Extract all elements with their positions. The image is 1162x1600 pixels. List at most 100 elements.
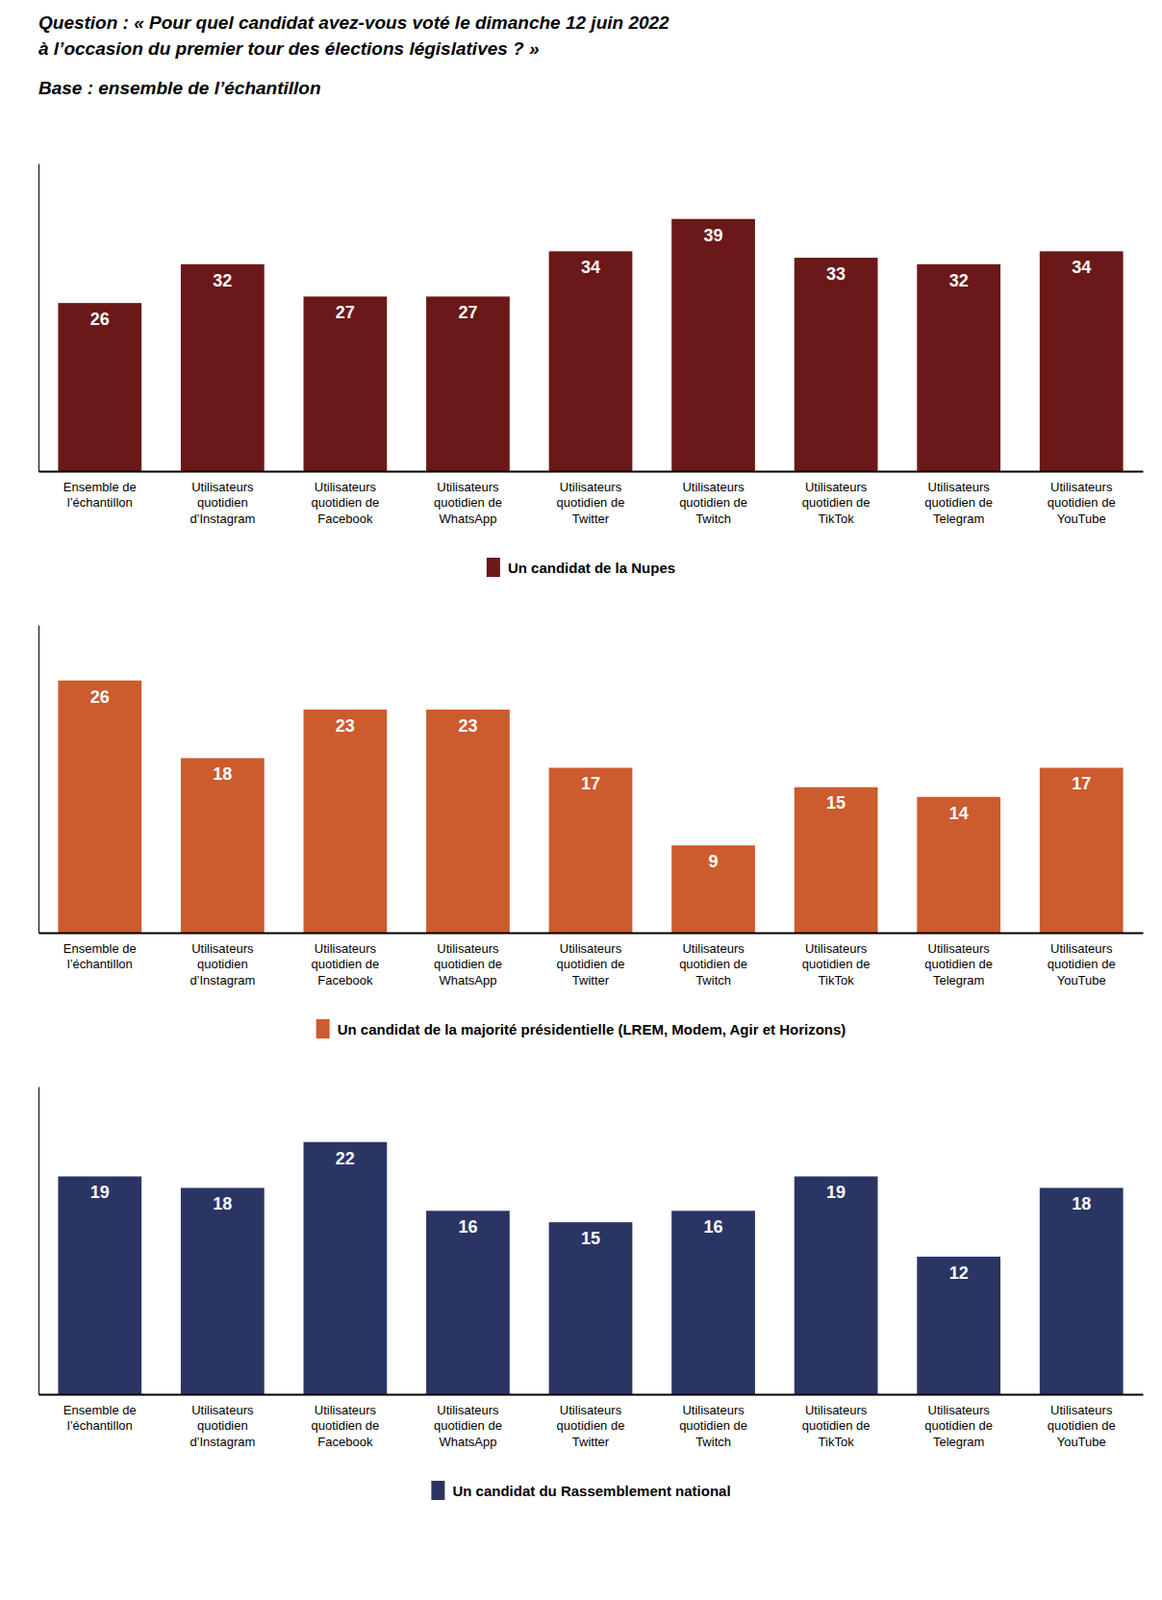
x-tick-label: Utilisateursquotidien deWhatsApp	[433, 479, 503, 526]
bar	[426, 296, 510, 472]
x-tick-label: Utilisateursquotidien deTikTok	[802, 941, 871, 988]
bar	[57, 303, 142, 472]
y-axis	[38, 626, 40, 935]
data-label: 18	[1071, 1194, 1091, 1214]
x-tick-label: Utilisateursquotidien deTelegram	[924, 479, 993, 526]
x-tick: Utilisateursquotidien deTwitch	[679, 933, 748, 988]
bar-chart: 26182323179151417Ensemble del’échantillo…	[39, 626, 1144, 1040]
bar	[549, 251, 633, 472]
bars	[57, 681, 1123, 934]
x-tick: Utilisateursquotidien deTwitter	[556, 1394, 626, 1450]
x-tick: Utilisateursquotidien deYouTube	[1047, 1394, 1116, 1450]
x-tick: Utilisateursquotidien deWhatsApp	[433, 471, 503, 527]
x-tick: Utilisateursquotidien deYouTube	[1047, 933, 1116, 988]
x-tick: Utilisateursquotidien deTwitch	[679, 1394, 748, 1450]
bar	[180, 1187, 265, 1395]
x-tick-label: Utilisateursquotidien deWhatsApp	[433, 1403, 503, 1450]
x-tick-label: Ensemble del’échantillon	[63, 479, 137, 510]
data-label: 15	[826, 793, 846, 813]
data-label: 19	[90, 1183, 110, 1203]
data-labels: 191822161516191218	[90, 1149, 1091, 1284]
legend-item: Un candidat du Rassemblement national	[430, 1481, 731, 1501]
x-tick-label: Utilisateursquotidien deYouTube	[1047, 1403, 1116, 1450]
legend: Un candidat du Rassemblement national	[430, 1481, 731, 1501]
legend-swatch	[316, 1019, 330, 1039]
x-tick-label: Utilisateursquotidien deTelegram	[924, 941, 993, 988]
x-tick-label: Utilisateursquotidien deTwitch	[679, 941, 748, 988]
x-tick: Utilisateursquotidiend’Instagram	[189, 933, 255, 988]
bar	[671, 845, 756, 934]
x-axis-line	[39, 471, 1144, 474]
data-label: 17	[581, 774, 601, 794]
data-label: 18	[212, 1194, 232, 1214]
legend-swatch	[430, 1481, 445, 1501]
legend-swatch	[486, 557, 501, 578]
y-axis	[38, 1087, 40, 1396]
data-label: 27	[457, 303, 478, 323]
data-label: 26	[90, 687, 110, 708]
x-tick-label: Utilisateursquotidiend’Instagram	[189, 479, 255, 526]
data-label: 32	[949, 271, 969, 291]
x-tick-label: Utilisateursquotidien deTwitter	[556, 479, 626, 526]
bar	[57, 1176, 142, 1395]
title: Question : « Pour quel candidat avez-vou…	[38, 12, 670, 59]
data-label: 34	[1071, 257, 1091, 278]
bar-chart: 263227273439333234Ensemble del’échantill…	[39, 164, 1144, 579]
x-axis: Ensemble del’échantillon Utilisateursquot…	[39, 933, 1144, 988]
x-tick-label: Utilisateursquotidien deTikTok	[802, 479, 871, 526]
x-tick: Utilisateursquotidien deTwitter	[556, 933, 626, 988]
x-tick: Ensemble del’échantillon	[63, 933, 137, 972]
x-tick-label: Utilisateursquotidien deTwitch	[679, 1403, 748, 1450]
y-axis	[38, 164, 40, 473]
chart-canvas: Question : « Pour quel candidat avez-vou…	[0, 0, 1162, 1600]
x-axis: Ensemble del’échantillon Utilisateursquot…	[39, 471, 1144, 527]
data-label: 18	[212, 764, 232, 784]
data-label: 27	[335, 303, 355, 323]
legend: Un candidat de la Nupes	[486, 557, 676, 578]
x-tick-label: Ensemble del’échantillon	[63, 1403, 137, 1434]
y-axis-line	[38, 164, 40, 473]
x-tick: Ensemble del’échantillon	[63, 471, 137, 510]
x-tick-label: Utilisateursquotidien deFacebook	[310, 479, 379, 526]
data-label: 23	[335, 716, 355, 736]
x-tick: Utilisateursquotidien deFacebook	[310, 933, 379, 988]
x-tick-label: Utilisateursquotidien deTikTok	[802, 1403, 871, 1450]
x-tick: Utilisateursquotidien deFacebook	[310, 471, 379, 527]
data-labels: 263227273439333234	[90, 226, 1091, 329]
data-label: 12	[949, 1263, 969, 1284]
data-label: 16	[704, 1217, 724, 1238]
data-label: 26	[90, 309, 110, 329]
x-tick-label: Utilisateursquotidien deTwitter	[556, 1403, 626, 1450]
x-tick: Utilisateursquotidien deTikTok	[802, 933, 871, 988]
x-tick: Utilisateursquotidien deTikTok	[802, 1394, 871, 1450]
data-label: 16	[457, 1217, 478, 1238]
bar	[303, 296, 388, 472]
x-tick: Utilisateursquotidiend’Instagram	[189, 471, 255, 527]
subtitle: Base : ensemble de l’échantillon	[38, 77, 322, 99]
x-tick: Ensemble del’échantillon	[63, 1394, 137, 1434]
x-axis-line	[39, 933, 1144, 935]
data-label: 9	[708, 852, 719, 872]
data-label: 32	[212, 271, 232, 291]
x-tick: Utilisateursquotidien deTwitter	[556, 471, 626, 527]
legend-label: Un candidat de la majorité présidentiell…	[337, 1021, 847, 1038]
x-tick: Utilisateursquotidien deTwitch	[679, 471, 748, 527]
bar	[57, 681, 142, 934]
data-label: 39	[704, 226, 724, 246]
bar	[794, 257, 879, 472]
data-label: 14	[949, 804, 969, 824]
bar	[180, 757, 265, 934]
x-tick-label: Utilisateursquotidien deFacebook	[310, 941, 379, 988]
x-tick-label: Ensemble del’échantillon	[63, 941, 137, 972]
data-label: 33	[826, 264, 846, 284]
header: Question : « Pour quel candidat avez-vou…	[38, 12, 670, 99]
x-tick-label: Utilisateursquotidien deTwitch	[679, 479, 748, 526]
bar	[303, 1142, 388, 1395]
bar	[426, 1211, 510, 1395]
bar	[916, 1257, 1001, 1395]
x-tick: Utilisateursquotidien deTikTok	[802, 471, 871, 527]
x-tick: Utilisateursquotidiend’Instagram	[189, 1394, 255, 1450]
bar	[916, 264, 1001, 472]
x-tick-label: Utilisateursquotidien deYouTube	[1047, 479, 1116, 526]
x-tick: Utilisateursquotidien deTelegram	[924, 1394, 993, 1450]
